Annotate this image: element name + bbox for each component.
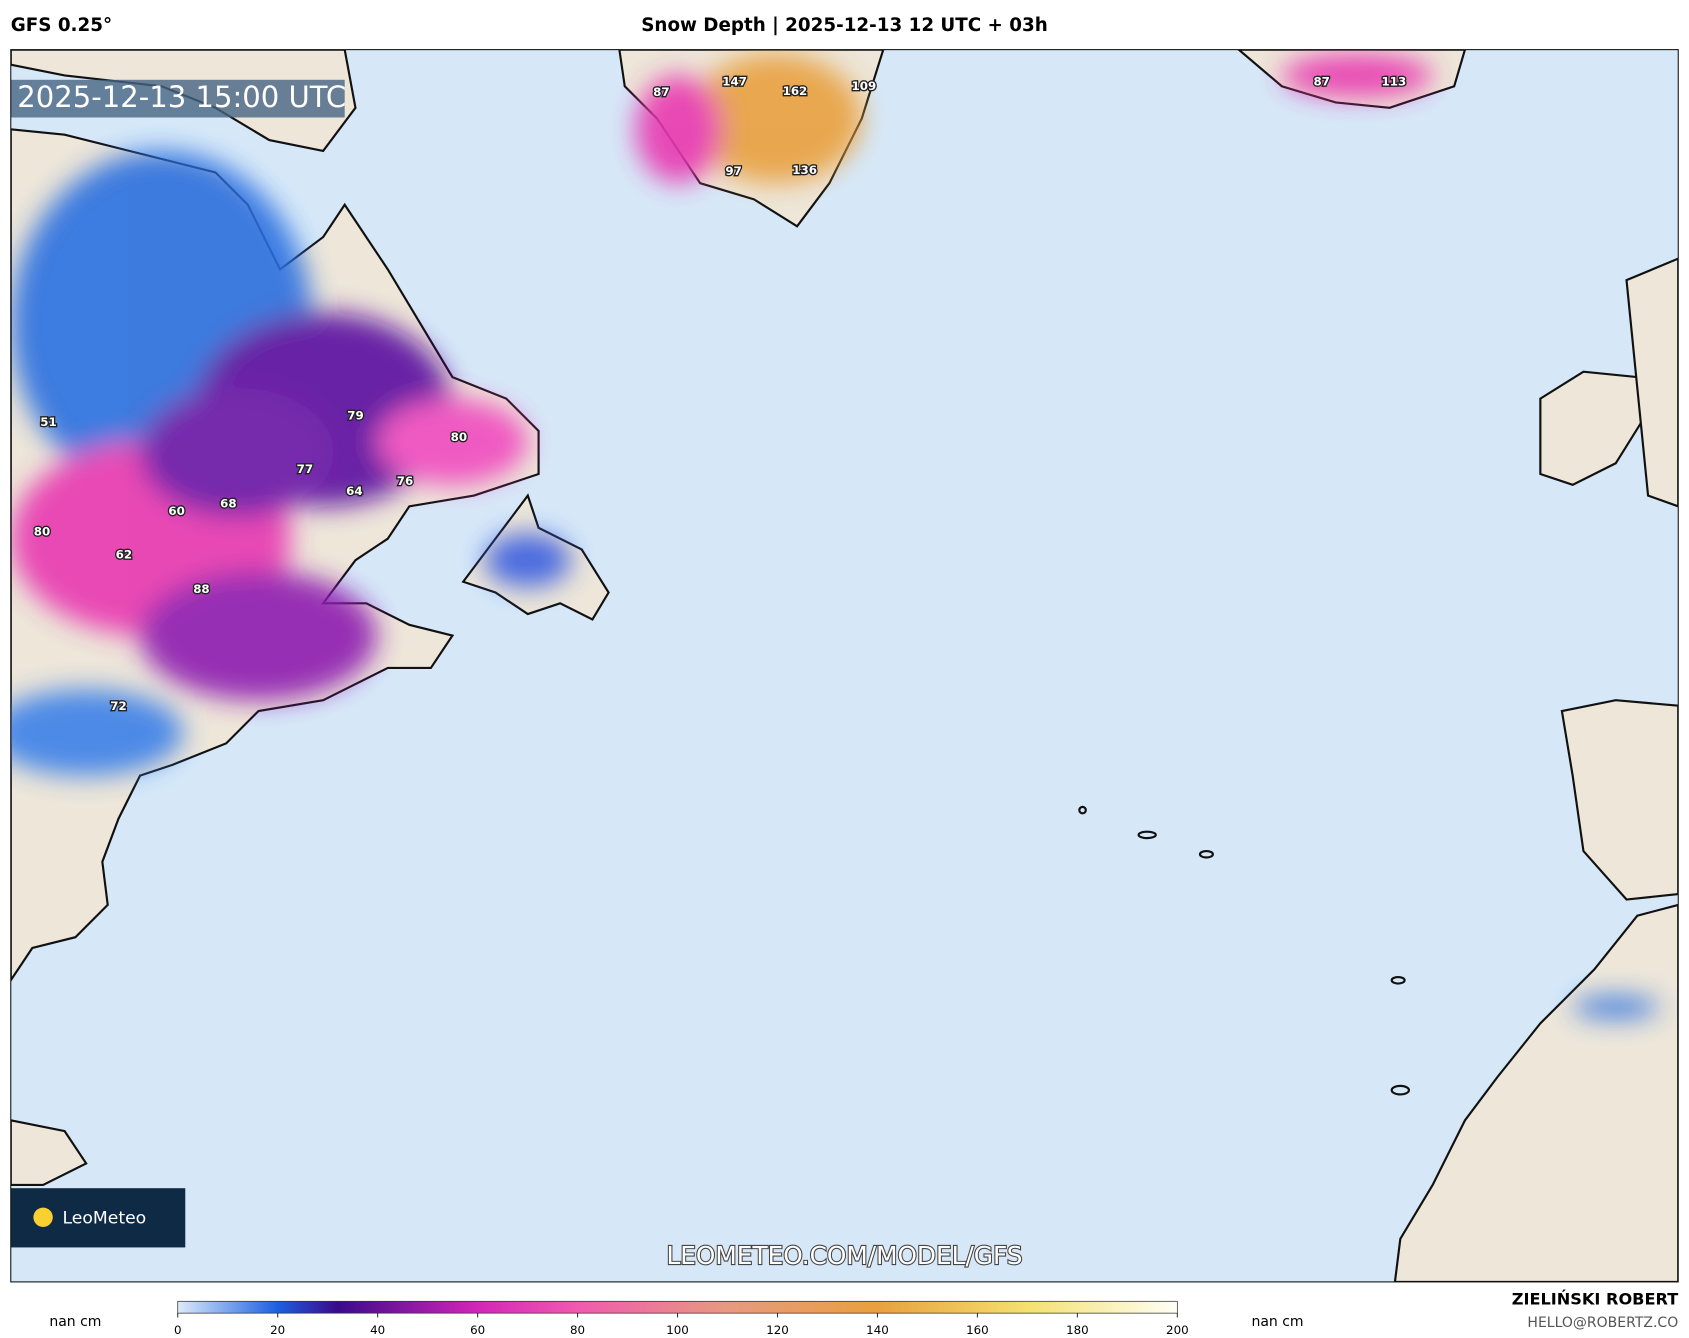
colorbar-tick-label: 140: [866, 1323, 889, 1337]
colorbar-tick-label: 80: [570, 1323, 585, 1337]
colorbar-tick-label: 120: [766, 1323, 789, 1337]
colorbar-tick-label: 160: [966, 1323, 989, 1337]
snow-label: 97: [725, 164, 741, 178]
map-frame: [10, 49, 1679, 1283]
snow-label: 68: [220, 497, 236, 511]
snow-label: 62: [116, 547, 132, 561]
snow-label: 79: [347, 408, 363, 422]
snow-label: 162: [783, 84, 808, 98]
snow-label: 87: [1313, 74, 1329, 88]
map: 51 79 80 77 76 64 60 68 80 62 88 72 147 162 109 87 97 136…: [10, 49, 1679, 1282]
colorbar-tick-label: 60: [470, 1323, 485, 1337]
snow-label: 136: [792, 163, 817, 177]
snow-label: 76: [397, 474, 413, 488]
colorbar-tick-label: 180: [1066, 1323, 1089, 1337]
snow-label: 109: [852, 79, 877, 93]
snow-label: 60: [168, 504, 184, 518]
timestamp: 2025-12-13 15:00 UTC: [17, 80, 346, 114]
snow-label: 72: [110, 699, 126, 713]
snow-label: 64: [346, 484, 362, 498]
colorbar: [177, 1300, 1178, 1314]
model-name: GFS 0.25°: [11, 15, 112, 36]
snow-label: 147: [722, 74, 747, 88]
colorbar-tick-label: 100: [666, 1323, 689, 1337]
colorbar-tick-label: 0: [174, 1323, 182, 1337]
author: ZIELIŃSKI ROBERT: [1512, 1290, 1678, 1309]
snow-label: 87: [653, 85, 669, 99]
snow-label: 113: [1382, 74, 1407, 88]
map-title: Snow Depth | 2025-12-13 12 UTC + 03h: [641, 15, 1048, 36]
colorbar-tick-label: 40: [370, 1323, 385, 1337]
snow-label: 80: [451, 430, 467, 444]
snow-label: 51: [40, 415, 56, 429]
unit-right: nan cm: [1251, 1314, 1303, 1330]
colorbar-tick-label: 20: [270, 1323, 285, 1337]
email: HELLO@ROBERTZ.CO: [1527, 1315, 1678, 1331]
snow-label: 80: [34, 525, 50, 539]
unit-left: nan cm: [49, 1314, 101, 1330]
watermark: LEOMETEO.COM/MODEL/GFS: [666, 1241, 1022, 1270]
snow-label: 77: [297, 462, 313, 476]
snow-label: 88: [193, 582, 209, 596]
logo: LeoMeteo: [62, 1208, 146, 1228]
colorbar-tick-label: 200: [1166, 1323, 1189, 1337]
